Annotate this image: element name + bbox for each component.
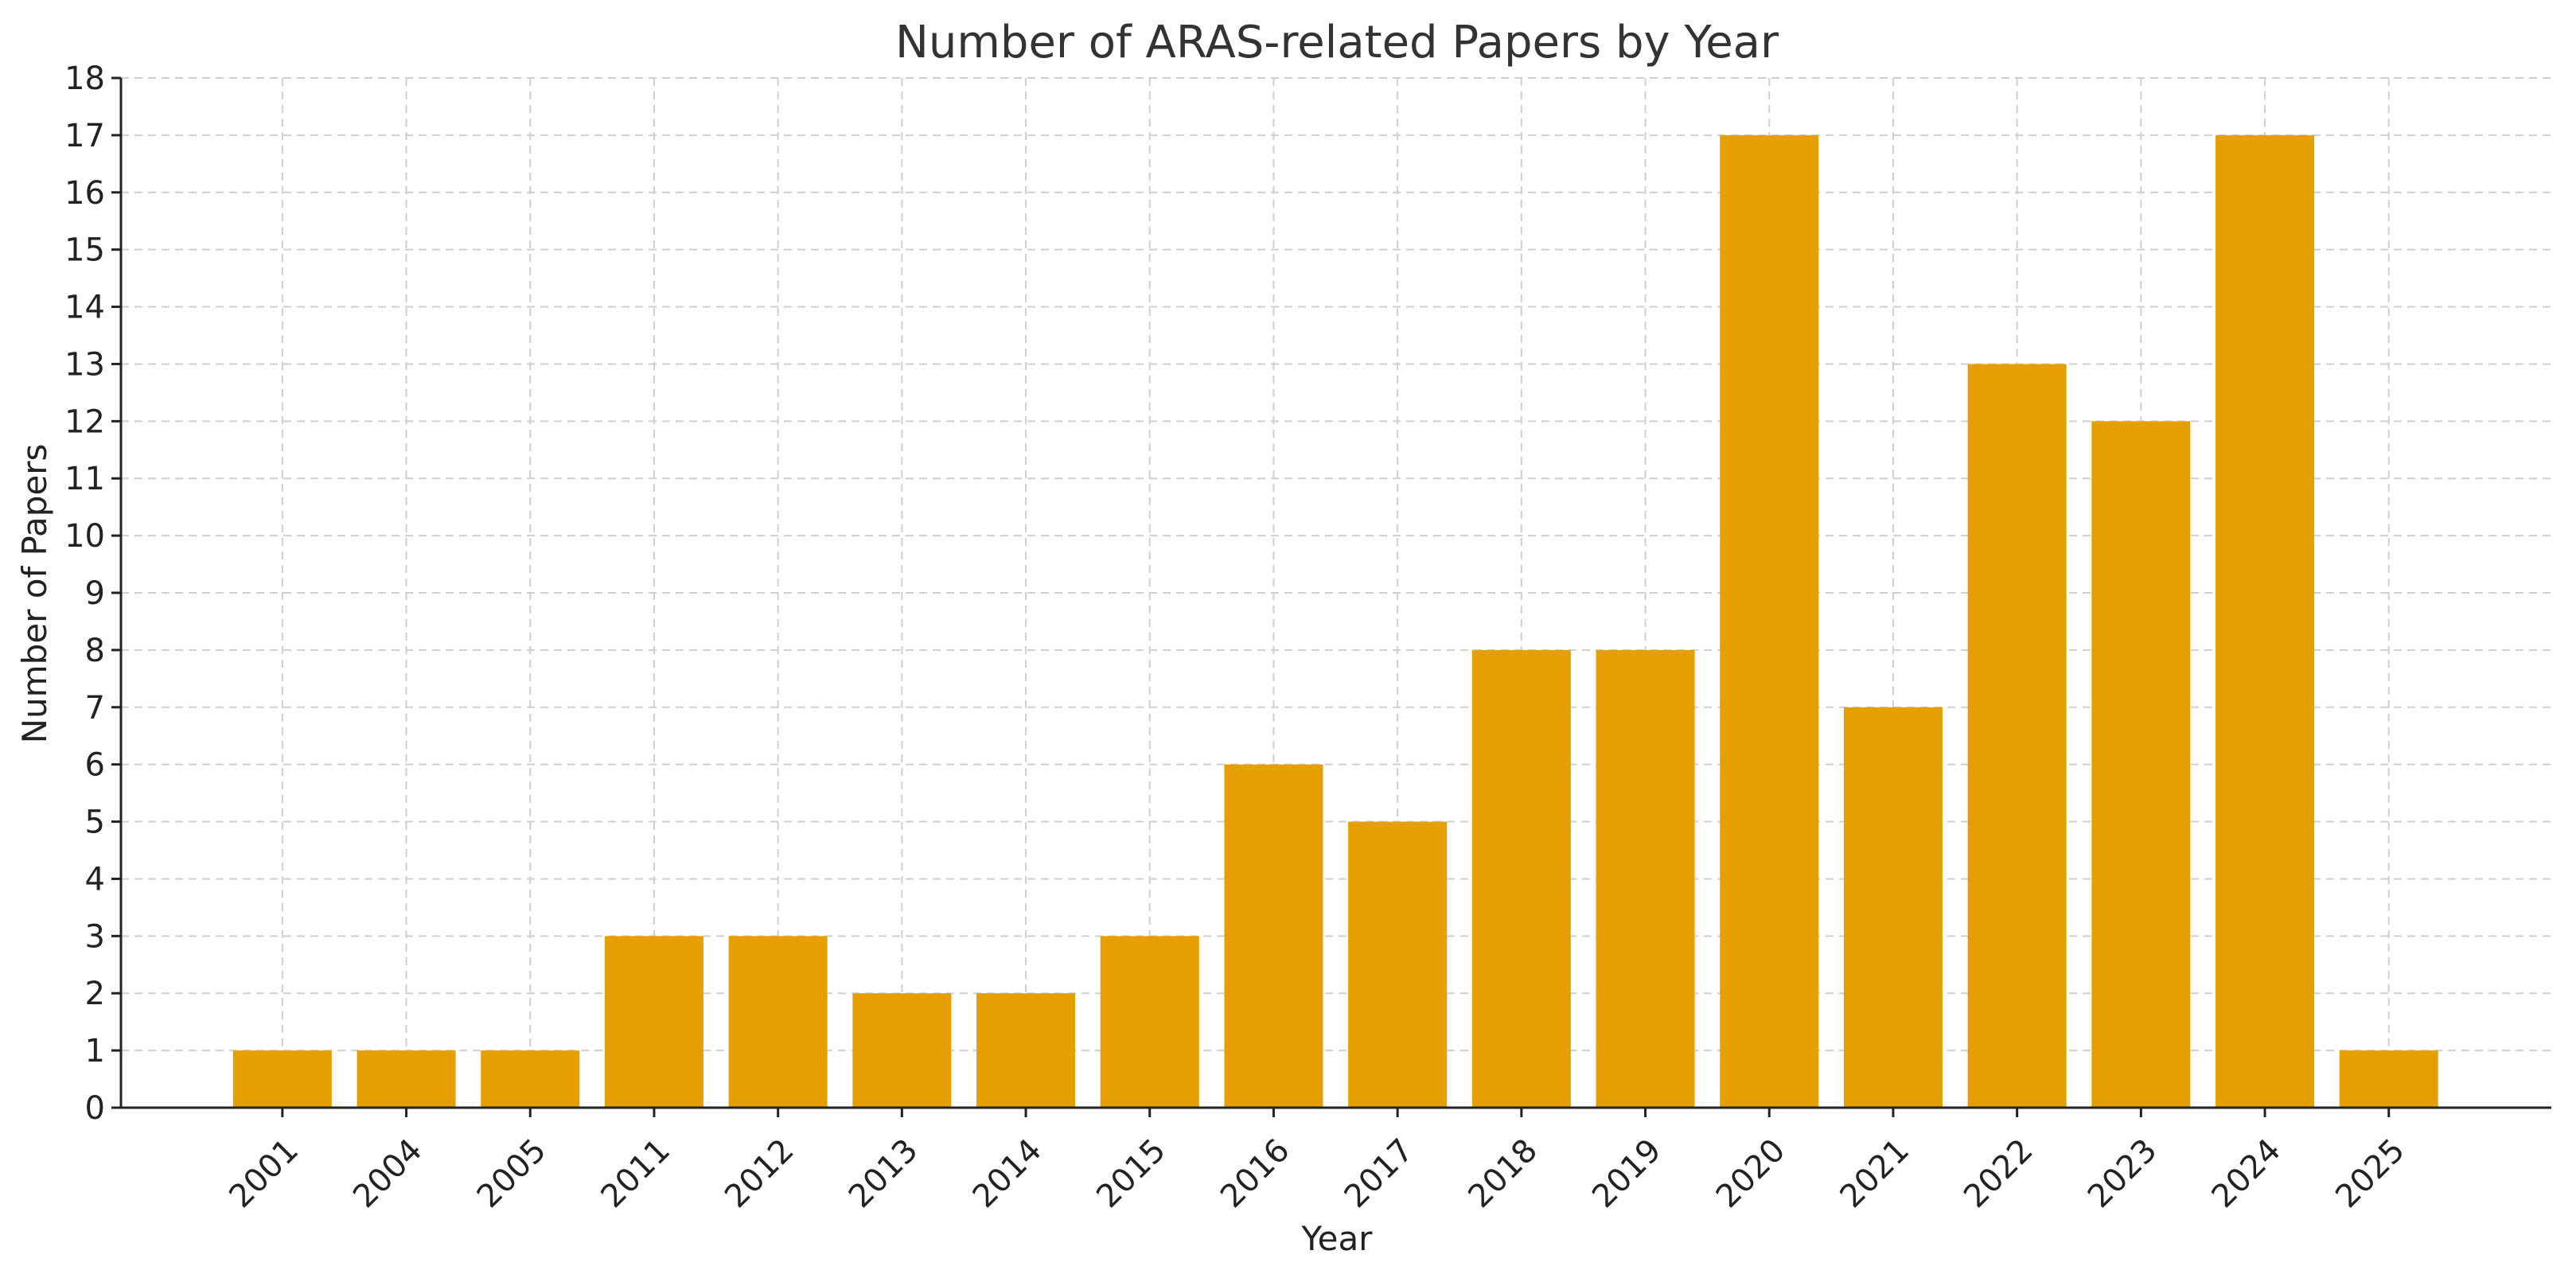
y-tick-label: 5 <box>85 804 105 841</box>
x-tick-label: 2016 <box>1214 1132 1297 1216</box>
x-tick-label: 2021 <box>1834 1132 1917 1216</box>
y-tick-label: 1 <box>85 1033 105 1069</box>
bar-2011 <box>604 936 703 1108</box>
x-tick-label: 2017 <box>1338 1132 1421 1216</box>
bar-2019 <box>1596 649 1695 1108</box>
y-tick-label: 12 <box>64 403 105 440</box>
bar-2016 <box>1224 764 1323 1108</box>
bar-2018 <box>1471 649 1571 1108</box>
bar-2013 <box>852 993 952 1108</box>
y-tick-label: 9 <box>85 575 105 612</box>
x-tick-label: 2004 <box>346 1132 430 1216</box>
bar-2024 <box>2216 134 2315 1108</box>
x-tick-label: 2019 <box>1585 1132 1669 1216</box>
bar-2001 <box>232 1050 332 1108</box>
y-tick-label: 4 <box>85 861 105 898</box>
bar-2021 <box>1843 707 1943 1108</box>
y-tick-label: 6 <box>85 747 105 784</box>
y-tick-label: 13 <box>64 346 105 383</box>
x-tick-label: 2023 <box>2081 1132 2165 1216</box>
bar-2014 <box>976 993 1076 1108</box>
bar-2004 <box>357 1050 456 1108</box>
x-tick-label: 2011 <box>594 1132 678 1216</box>
y-tick-label: 18 <box>64 60 105 97</box>
x-tick-label: 2013 <box>842 1132 926 1216</box>
y-tick-label: 15 <box>64 232 105 269</box>
y-tick-label: 3 <box>85 918 105 955</box>
x-tick-label: 2024 <box>2205 1132 2289 1216</box>
x-tick-label: 2014 <box>966 1132 1050 1216</box>
x-tick-label: 2025 <box>2329 1132 2412 1216</box>
y-tick-label: 17 <box>64 118 105 154</box>
y-tick-label: 8 <box>85 633 105 669</box>
bar-2015 <box>1100 936 1199 1108</box>
x-tick-label: 2020 <box>1709 1132 1793 1216</box>
bar-2025 <box>2339 1050 2438 1108</box>
y-tick-label: 0 <box>85 1090 105 1127</box>
y-tick-label: 2 <box>85 976 105 1012</box>
chart-title: Number of ARAS-related Papers by Year <box>895 17 1779 68</box>
x-tick-label: 2018 <box>1461 1132 1545 1216</box>
bars-layer <box>232 134 2438 1108</box>
bar-2020 <box>1720 134 1819 1108</box>
bar-2022 <box>1967 364 2067 1108</box>
y-tick-label: 10 <box>64 518 105 555</box>
bar-2017 <box>1348 821 1448 1108</box>
x-axis-title: Year <box>1301 1219 1374 1258</box>
y-tick-label: 14 <box>64 290 105 326</box>
y-tick-label: 7 <box>85 690 105 727</box>
y-tick-label: 11 <box>64 461 105 497</box>
x-tick-label: 2001 <box>222 1132 306 1216</box>
bar-2005 <box>481 1050 580 1108</box>
y-axis-title: Number of Papers <box>15 444 54 744</box>
x-tick-label: 2012 <box>718 1132 801 1216</box>
x-tick-label: 2005 <box>470 1132 554 1216</box>
y-tick-label: 16 <box>64 175 105 212</box>
bar-2023 <box>2091 421 2191 1108</box>
x-tick-label: 2015 <box>1089 1132 1173 1216</box>
bar-2012 <box>728 936 828 1108</box>
x-tick-label: 2022 <box>1957 1132 2040 1216</box>
